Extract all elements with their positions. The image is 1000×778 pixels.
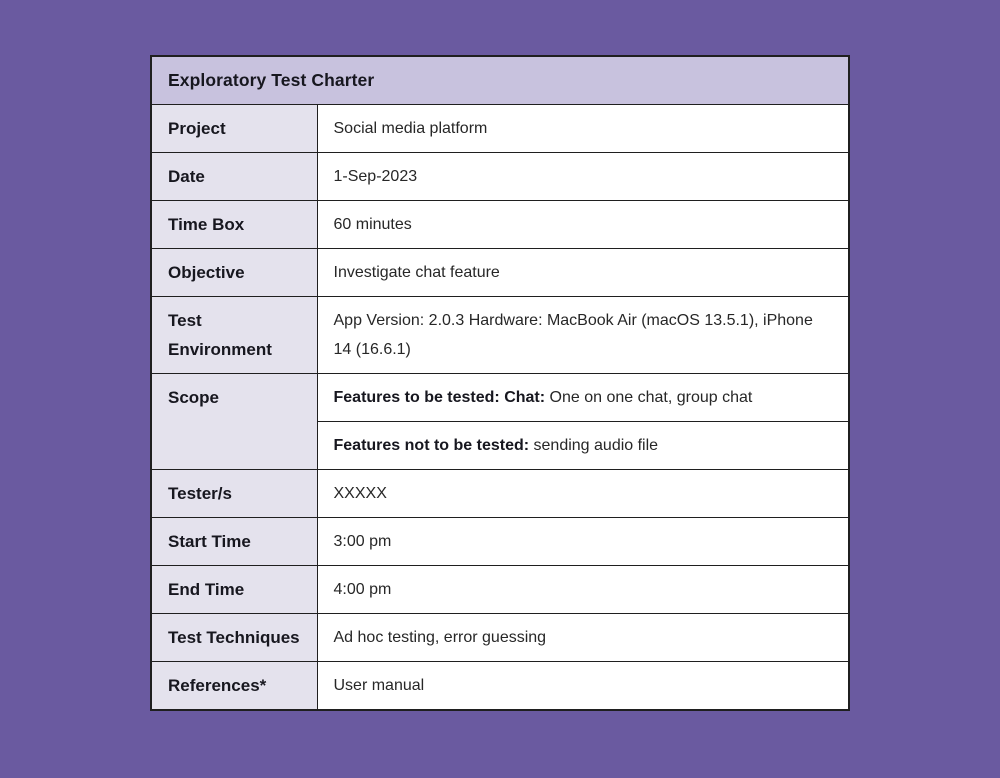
row-label-references: References* (150, 661, 318, 711)
row-value-references: User manual (316, 661, 850, 711)
exploratory-test-charter-table: Exploratory Test Charter Project Social … (150, 55, 850, 711)
scope-tested-bold-text: Features to be tested: Chat: (333, 389, 546, 406)
row-value-test-environment: App Version: 2.0.3 Hardware: MacBook Air… (316, 296, 850, 374)
table-title: Exploratory Test Charter (150, 55, 850, 105)
table-row-scope-not-tested: Features not to be tested: sending audio… (151, 421, 850, 470)
table-row-scope: Scope Features to be tested: Chat: One o… (150, 373, 850, 470)
row-value-testers: XXXXX (316, 469, 850, 518)
table-row-time-box: Time Box 60 minutes (150, 200, 850, 249)
row-value-date: 1-Sep-2023 (316, 152, 850, 201)
table-row-testers: Tester/s XXXXX (150, 469, 850, 518)
row-value-scope-tested: Features to be tested: Chat: One on one … (316, 373, 850, 422)
row-value-test-techniques: Ad hoc testing, error guessing (316, 613, 850, 662)
row-label-time-box: Time Box (150, 200, 318, 249)
row-label-end-time: End Time (150, 565, 318, 614)
scope-tested-text: One on one chat, group chat (545, 389, 753, 406)
row-label-scope: Scope (150, 373, 318, 470)
row-label-test-environment: Test Environment (150, 296, 318, 374)
row-value-start-time: 3:00 pm (316, 517, 850, 566)
row-label-date: Date (150, 152, 318, 201)
table-row-references: References* User manual (150, 661, 850, 711)
scope-not-tested-bold-text: Features not to be tested: (333, 437, 530, 454)
table-row-end-time: End Time 4:00 pm (150, 565, 850, 614)
table-header-row: Exploratory Test Charter (150, 55, 850, 105)
scope-not-tested-text: sending audio file (529, 437, 659, 454)
table-row-date: Date 1-Sep-2023 (150, 152, 850, 201)
row-label-start-time: Start Time (150, 517, 318, 566)
table-row-start-time: Start Time 3:00 pm (150, 517, 850, 566)
row-value-end-time: 4:00 pm (316, 565, 850, 614)
table-row-objective: Objective Investigate chat feature (150, 248, 850, 297)
row-label-objective: Objective (150, 248, 318, 297)
table-row-test-environment: Test Environment App Version: 2.0.3 Hard… (150, 296, 850, 374)
row-value-project: Social media platform (316, 104, 850, 153)
row-label-testers: Tester/s (150, 469, 318, 518)
row-value-scope-not-tested: Features not to be tested: sending audio… (316, 421, 850, 470)
test-charter-card: Exploratory Test Charter Project Social … (150, 55, 850, 711)
row-value-objective: Investigate chat feature (316, 248, 850, 297)
table-row-test-techniques: Test Techniques Ad hoc testing, error gu… (150, 613, 850, 662)
table-row-project: Project Social media platform (150, 104, 850, 153)
row-value-time-box: 60 minutes (316, 200, 850, 249)
row-label-test-techniques: Test Techniques (150, 613, 318, 662)
row-label-project: Project (150, 104, 318, 153)
